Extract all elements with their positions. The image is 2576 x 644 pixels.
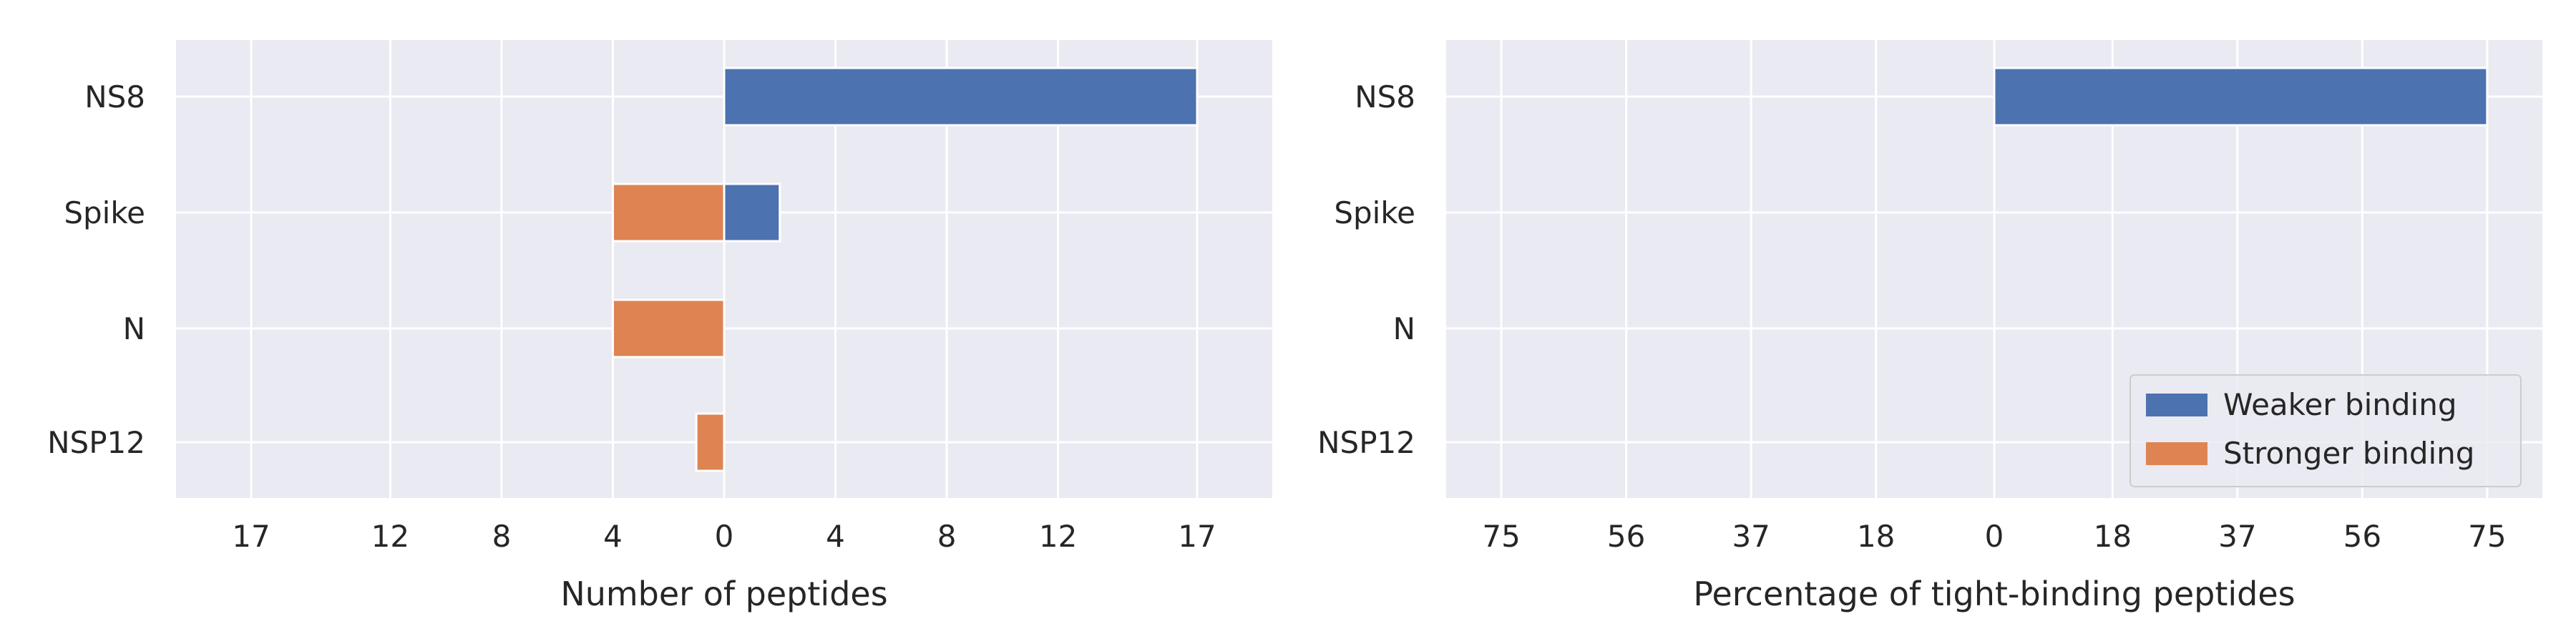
legend-swatch — [2146, 394, 2207, 416]
x-tick-label: 0 — [715, 519, 734, 554]
x-tick-label: 18 — [2094, 519, 2132, 554]
bar-weaker-ns8 — [723, 67, 1199, 127]
x-tick-label: 56 — [2343, 519, 2381, 554]
legend-label: Stronger binding — [2223, 436, 2474, 471]
chart-panel-1: 17 12 8 4 0 4 8 12 17 NS8 Spike N NSP12 Number of pep… — [47, 40, 1272, 613]
bar-weaker-spike — [723, 182, 781, 243]
x-tick-label: 4 — [826, 519, 845, 554]
legend: Weaker binding Stronger binding — [2129, 374, 2522, 487]
x-tick-label: 18 — [1857, 519, 1895, 554]
bar-stronger-spike — [611, 182, 726, 243]
x-tick-label: 75 — [2468, 519, 2506, 554]
y-tick-label: Spike — [1334, 195, 1415, 230]
bar-stronger-nsp12 — [695, 412, 726, 472]
y-tick-label: N — [1393, 311, 1415, 346]
x-tick-label: 8 — [937, 519, 957, 554]
x-tick-label: 12 — [1039, 519, 1077, 554]
x-tick-label: 37 — [2218, 519, 2256, 554]
legend-label: Weaker binding — [2223, 387, 2457, 422]
x-tick-label: 75 — [1482, 519, 1520, 554]
y-tick-label: NS8 — [1355, 79, 1415, 114]
y-tick-label: NSP12 — [47, 425, 145, 460]
x-tick-label: 17 — [232, 519, 270, 554]
bar-weaker-ns8 — [1993, 67, 2489, 127]
x-axis-label: Number of peptides — [560, 575, 887, 613]
legend-frame — [2129, 374, 2522, 487]
bar-stronger-n — [611, 298, 726, 358]
x-tick-label: 56 — [1607, 519, 1645, 554]
x-tick-label: 17 — [1178, 519, 1216, 554]
x-tick-label: 37 — [1732, 519, 1770, 554]
x-tick-label: 4 — [603, 519, 623, 554]
y-tick-label: Spike — [64, 195, 145, 230]
y-tick-label: N — [123, 311, 145, 346]
y-tick-label: NSP12 — [1317, 425, 1415, 460]
chart-panel-2: 75 56 37 18 0 18 37 56 75 NS8 Spike N NSP12 Percentag… — [1317, 40, 2542, 613]
legend-swatch — [2146, 442, 2207, 465]
x-tick-label: 8 — [492, 519, 512, 554]
x-tick-label: 0 — [1985, 519, 2004, 554]
x-axis-label: Percentage of tight-binding peptides — [1693, 575, 2295, 613]
x-tick-label: 12 — [371, 519, 409, 554]
y-tick-label: NS8 — [84, 79, 145, 114]
